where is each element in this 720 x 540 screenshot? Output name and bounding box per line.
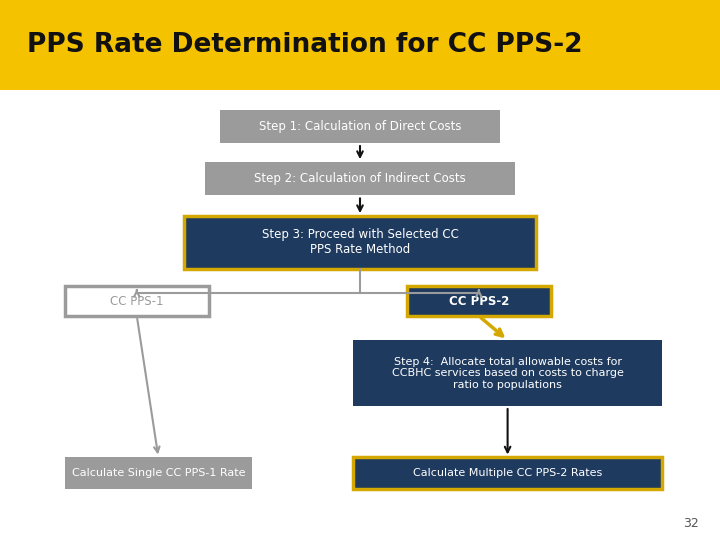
Text: 32: 32: [683, 517, 698, 530]
Text: Calculate Single CC PPS-1 Rate: Calculate Single CC PPS-1 Rate: [72, 468, 245, 478]
FancyBboxPatch shape: [184, 216, 536, 269]
Text: PPS Rate Determination for CC PPS-2: PPS Rate Determination for CC PPS-2: [27, 32, 583, 58]
FancyBboxPatch shape: [407, 286, 551, 316]
Text: CC PPS-1: CC PPS-1: [110, 294, 163, 308]
Text: Step 4:  Allocate total allowable costs for
CCBHC services based on costs to cha: Step 4: Allocate total allowable costs f…: [392, 356, 624, 390]
FancyBboxPatch shape: [353, 340, 662, 406]
Text: Calculate Multiple CC PPS-2 Rates: Calculate Multiple CC PPS-2 Rates: [413, 468, 602, 478]
FancyBboxPatch shape: [353, 457, 662, 489]
FancyBboxPatch shape: [220, 110, 500, 143]
FancyBboxPatch shape: [65, 286, 209, 316]
FancyBboxPatch shape: [65, 457, 252, 489]
Text: Step 2: Calculation of Indirect Costs: Step 2: Calculation of Indirect Costs: [254, 172, 466, 185]
FancyBboxPatch shape: [0, 0, 720, 90]
FancyBboxPatch shape: [205, 162, 515, 195]
Text: Step 1: Calculation of Direct Costs: Step 1: Calculation of Direct Costs: [258, 120, 462, 133]
Text: Step 3: Proceed with Selected CC
PPS Rate Method: Step 3: Proceed with Selected CC PPS Rat…: [261, 228, 459, 256]
Text: CC PPS-2: CC PPS-2: [449, 294, 509, 308]
